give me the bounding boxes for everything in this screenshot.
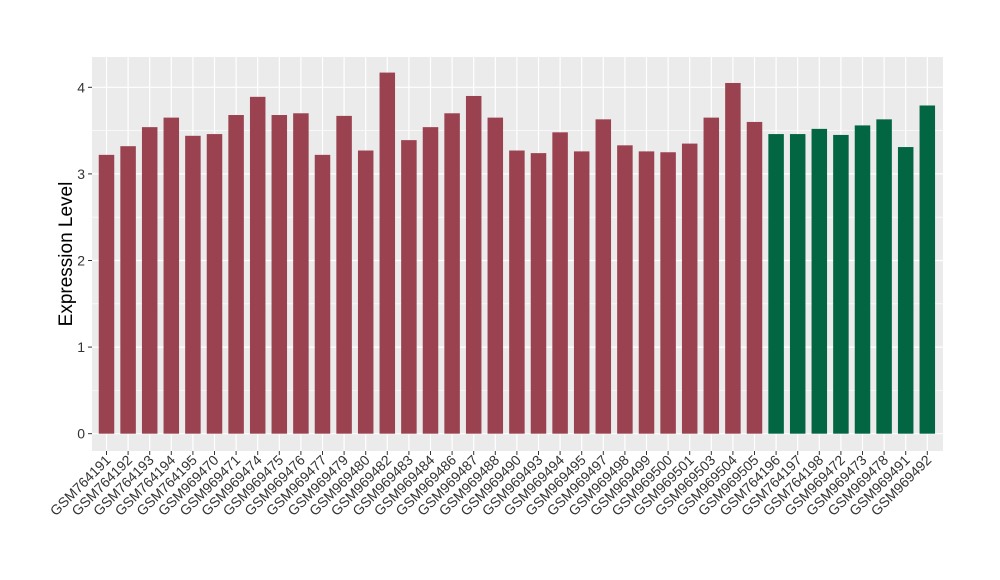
bar [249,96,266,434]
bar [768,134,784,434]
bars [98,72,936,434]
bar [552,132,568,434]
y-tick-label: 1 [77,339,85,355]
bar [98,154,115,434]
bar [509,150,525,434]
bar [746,121,763,434]
bar [833,134,849,434]
bar [444,113,460,434]
bar [271,115,288,434]
bar [401,140,417,434]
y-tick-label: 4 [77,79,85,95]
bar [465,95,482,434]
bar [336,115,352,434]
bar [897,147,914,434]
bar [854,125,871,434]
y-axis-label: Expression Level [56,182,77,327]
bar [789,134,806,434]
y-tick-label: 3 [77,166,85,182]
bar [357,150,374,434]
y-tick-label: 2 [77,252,85,268]
bar [228,115,244,434]
bar [314,154,331,434]
bar [617,145,633,434]
bar [293,113,309,434]
y-tick-label: 0 [77,426,85,442]
bar [487,117,504,434]
bar [573,151,590,434]
bar [141,127,158,434]
bar [919,105,936,434]
bar [660,152,676,434]
bar [120,146,136,434]
bar [163,117,180,434]
bar [379,72,396,434]
bar [206,134,223,434]
y-axis: 0 1 2 3 4 [77,79,92,442]
bar [185,135,201,434]
x-axis: GSM764191GSM764192GSM764193GSM764194GSM7… [47,451,935,519]
bar [876,119,892,434]
bar [638,151,655,434]
bar [681,143,698,434]
bar [422,127,439,434]
bar [811,128,828,434]
bar [703,117,720,434]
bar [530,153,547,434]
bar [595,119,612,434]
bar [725,82,741,434]
